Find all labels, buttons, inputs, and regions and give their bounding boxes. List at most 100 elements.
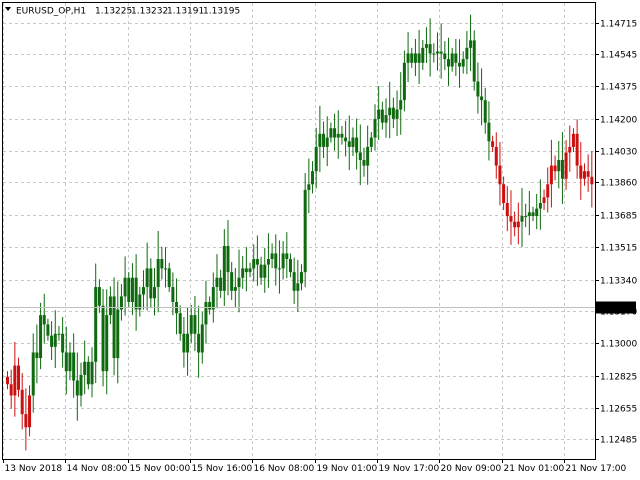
x-tick-label: 21 Nov 01:00 (504, 464, 565, 474)
candle (557, 140, 561, 189)
candle-body (127, 277, 131, 303)
candle-body (6, 376, 9, 385)
candle (13, 342, 17, 417)
candle-body (542, 197, 546, 203)
candle (421, 40, 425, 70)
candle (439, 23, 443, 79)
candle-body (417, 53, 421, 63)
candle (281, 241, 285, 280)
y-tick-label: 1.13340 (600, 277, 637, 287)
candle-body (432, 53, 436, 55)
candle-body (491, 141, 495, 147)
candle (399, 72, 403, 135)
y-tick-label: 1.14715 (600, 20, 637, 30)
candle-body (130, 277, 134, 303)
candle-body (28, 395, 32, 428)
candle-body (527, 212, 531, 217)
candle (428, 18, 432, 77)
candle-body (413, 53, 417, 63)
candle-body (296, 283, 300, 291)
candle-body (57, 333, 61, 335)
candle-body (424, 44, 428, 48)
candle-body (50, 335, 54, 347)
candle-body (469, 40, 473, 48)
candle (377, 85, 381, 141)
candle (277, 240, 281, 294)
candle-body (476, 81, 480, 97)
candle-body (384, 115, 388, 123)
x-tick-label: 20 Nov 09:00 (441, 464, 502, 474)
candle (513, 211, 517, 237)
candle (90, 347, 94, 398)
candle-body (171, 287, 175, 303)
candle-body (200, 324, 204, 353)
candle (300, 264, 303, 291)
candle (494, 132, 498, 179)
candle-body (447, 59, 450, 67)
candle (116, 281, 120, 384)
grid (3, 3, 595, 459)
y-tick-label: 1.14545 (600, 51, 637, 61)
candle-body (549, 165, 553, 185)
candle (502, 176, 506, 211)
candle-body (259, 264, 263, 278)
candle-body (300, 272, 303, 284)
candle (204, 280, 208, 344)
candle (138, 286, 142, 317)
candle (402, 50, 406, 112)
candle (435, 32, 439, 71)
candle-body (123, 277, 127, 297)
y-axis: 1.14715 1.14545 1.14375 1.14200 1.14030 1.138… (595, 20, 637, 446)
candle (145, 242, 149, 311)
candle-body (255, 259, 259, 265)
candle-body (226, 245, 230, 273)
candle-body (230, 272, 234, 291)
candle-body (344, 137, 348, 142)
candle (156, 231, 160, 313)
candle (296, 259, 300, 312)
candle-body (531, 212, 535, 217)
candle-body (351, 137, 355, 147)
candle (24, 388, 28, 451)
candle (134, 254, 138, 331)
candle (520, 188, 524, 247)
current-price-tag: 1.13195 (596, 301, 636, 314)
candle-body (17, 365, 21, 390)
triangle-down-icon[interactable] (5, 7, 11, 11)
candle-body (347, 141, 351, 147)
candle-body (141, 287, 145, 295)
candle-body (46, 324, 50, 336)
candle-body (178, 313, 182, 334)
candle (355, 118, 359, 170)
candle-body (406, 53, 410, 63)
candle (542, 189, 546, 211)
candle-body (164, 268, 168, 270)
candle-body (149, 268, 153, 299)
candle (505, 186, 509, 232)
candle (39, 302, 43, 370)
candle (384, 98, 388, 138)
candle (28, 385, 32, 437)
candle-body (557, 159, 561, 172)
candle-body (68, 352, 72, 372)
candle (344, 120, 348, 157)
x-tick-label: 15 Nov 00:00 (130, 464, 191, 474)
candle (141, 270, 145, 310)
candle-body (160, 259, 164, 269)
candle-body (263, 264, 267, 278)
candle (53, 310, 57, 369)
current-price-tag-label: 1.13195 (599, 304, 636, 314)
candle (200, 312, 204, 364)
candle-body (358, 152, 362, 160)
candle (549, 139, 553, 208)
candle (538, 179, 542, 230)
candle-body (454, 53, 458, 63)
candle (46, 318, 50, 341)
candle (79, 362, 83, 407)
candle (178, 305, 182, 341)
candle (491, 135, 495, 152)
candle-body (435, 51, 439, 54)
candle (318, 105, 322, 173)
candle (241, 256, 245, 289)
